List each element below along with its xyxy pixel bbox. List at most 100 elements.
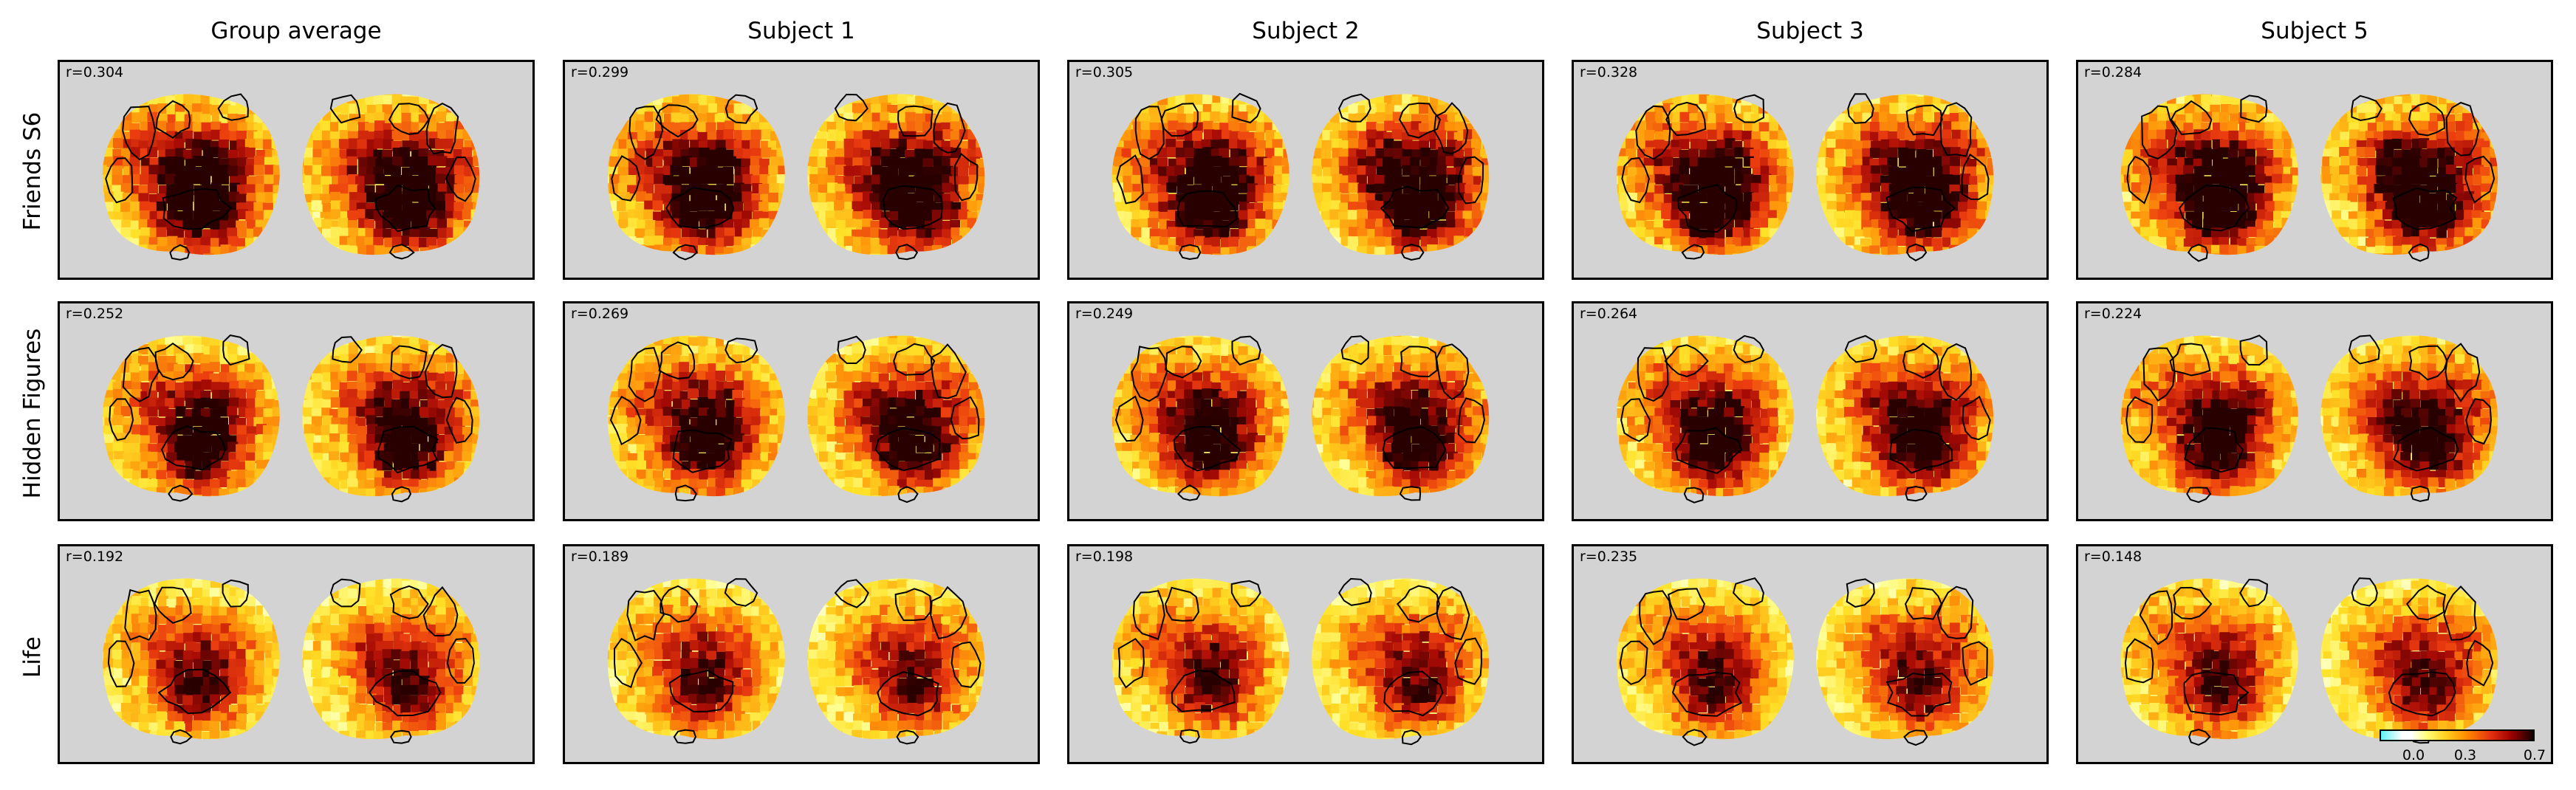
surface-vertex-patch xyxy=(1111,94,1117,105)
surface-vertex-patch xyxy=(1454,210,1465,221)
surface-vertex-patch xyxy=(1616,105,1621,115)
surface-vertex-patch xyxy=(2393,236,2404,247)
surface-vertex-patch xyxy=(174,94,185,96)
surface-vertex-patch xyxy=(1688,148,1699,159)
surface-vertex-patch xyxy=(852,201,863,212)
surface-vertex-patch xyxy=(166,478,177,489)
surface-vertex-patch xyxy=(2229,140,2240,151)
surface-vertex-patch xyxy=(1349,255,1360,266)
surface-vertex-patch xyxy=(1121,105,1132,116)
surface-vertex-patch xyxy=(1994,247,2004,258)
surface-vertex-patch xyxy=(1281,185,1289,196)
surface-vertex-patch xyxy=(1634,202,1645,213)
surface-vertex-patch xyxy=(2447,182,2458,193)
surface-vertex-patch xyxy=(2245,157,2256,168)
surface-vertex-patch xyxy=(157,487,167,497)
surface-vertex-patch xyxy=(1889,253,1900,255)
surface-vertex-patch xyxy=(253,236,264,247)
surface-vertex-patch xyxy=(1321,158,1332,169)
surface-vertex-patch xyxy=(1770,131,1780,142)
surface-vertex-patch xyxy=(1816,183,1820,194)
surface-vertex-patch xyxy=(878,229,889,240)
surface-vertex-patch xyxy=(607,95,611,106)
surface-vertex-patch xyxy=(2166,184,2177,194)
surface-vertex-patch xyxy=(1932,253,1943,255)
surface-vertex-patch xyxy=(807,157,809,168)
surface-vertex-patch xyxy=(644,200,655,211)
surface-vertex-patch xyxy=(958,166,968,177)
surface-vertex-patch xyxy=(2158,237,2169,247)
surface-vertex-patch xyxy=(2498,238,2509,248)
surface-vertex-patch xyxy=(1896,253,1907,255)
surface-vertex-patch xyxy=(1679,130,1690,141)
surface-vertex-patch xyxy=(1924,139,1935,150)
surface-vertex-patch xyxy=(742,174,753,185)
surface-vertex-patch xyxy=(192,381,203,392)
surface-vertex-patch xyxy=(302,337,305,348)
surface-vertex-patch xyxy=(418,130,428,141)
surface-vertex-patch xyxy=(1357,165,1368,176)
surface-vertex-patch xyxy=(1282,219,1289,230)
surface-vertex-patch xyxy=(987,210,998,221)
surface-vertex-patch xyxy=(759,96,770,107)
surface-vertex-patch xyxy=(1281,174,1289,185)
surface-vertex-patch xyxy=(1616,245,1619,255)
surface-vertex-patch xyxy=(255,451,266,462)
surface-vertex-patch xyxy=(2282,111,2293,123)
surface-vertex-patch xyxy=(1312,247,1315,255)
surface-vertex-patch xyxy=(663,237,674,248)
surface-vertex-patch xyxy=(104,191,115,202)
surface-vertex-patch xyxy=(1616,112,1620,123)
surface-vertex-patch xyxy=(654,227,665,238)
surface-vertex-patch xyxy=(617,167,628,178)
surface-vertex-patch xyxy=(610,111,621,123)
surface-vertex-patch xyxy=(254,103,265,114)
surface-vertex-patch xyxy=(1121,227,1132,238)
surface-vertex-patch xyxy=(1374,210,1385,221)
surface-vertex-patch xyxy=(201,122,212,133)
surface-vertex-patch xyxy=(273,336,280,347)
surface-vertex-patch xyxy=(210,157,221,168)
surface-vertex-patch xyxy=(102,364,105,375)
surface-vertex-patch xyxy=(166,184,177,195)
surface-vertex-patch xyxy=(2220,158,2231,169)
surface-vertex-patch xyxy=(364,335,375,339)
surface-vertex-patch xyxy=(1984,175,1994,186)
surface-vertex-patch xyxy=(262,236,273,247)
surface-vertex-patch xyxy=(1291,131,1301,141)
surface-vertex-patch xyxy=(706,157,717,168)
surface-vertex-patch xyxy=(272,149,280,160)
surface-vertex-patch xyxy=(1968,94,1979,105)
surface-vertex-patch xyxy=(1472,129,1483,140)
surface-vertex-patch xyxy=(2401,200,2412,211)
surface-vertex-patch xyxy=(609,120,620,131)
surface-vertex-patch xyxy=(435,335,446,339)
surface-vertex-patch xyxy=(2140,227,2151,238)
surface-vertex-patch xyxy=(419,103,429,114)
surface-vertex-patch xyxy=(238,487,249,497)
surface-vertex-patch xyxy=(1157,95,1168,106)
surface-vertex-patch xyxy=(807,94,811,96)
surface-vertex-patch xyxy=(209,373,220,384)
surface-vertex-patch xyxy=(157,479,168,490)
surface-vertex-patch xyxy=(273,165,280,176)
surface-vertex-patch xyxy=(2290,167,2298,178)
surface-vertex-patch xyxy=(2281,245,2292,255)
surface-vertex-patch xyxy=(2356,165,2367,176)
surface-vertex-patch xyxy=(670,165,680,176)
surface-vertex-patch xyxy=(218,148,229,159)
surface-vertex-patch xyxy=(933,123,944,134)
surface-vertex-patch xyxy=(959,237,970,248)
surface-vertex-patch xyxy=(1114,131,1126,142)
surface-vertex-patch xyxy=(281,426,292,436)
surface-vertex-patch xyxy=(985,194,996,205)
roi-outline xyxy=(897,105,934,137)
surface-vertex-patch xyxy=(357,157,369,168)
surface-vertex-patch xyxy=(102,122,106,133)
surface-vertex-patch xyxy=(741,121,752,132)
surface-vertex-patch xyxy=(409,335,420,346)
surface-vertex-patch xyxy=(262,425,273,436)
surface-vertex-patch xyxy=(1453,236,1465,247)
roi-outline xyxy=(2178,185,2250,232)
surface-vertex-patch xyxy=(1662,129,1674,140)
